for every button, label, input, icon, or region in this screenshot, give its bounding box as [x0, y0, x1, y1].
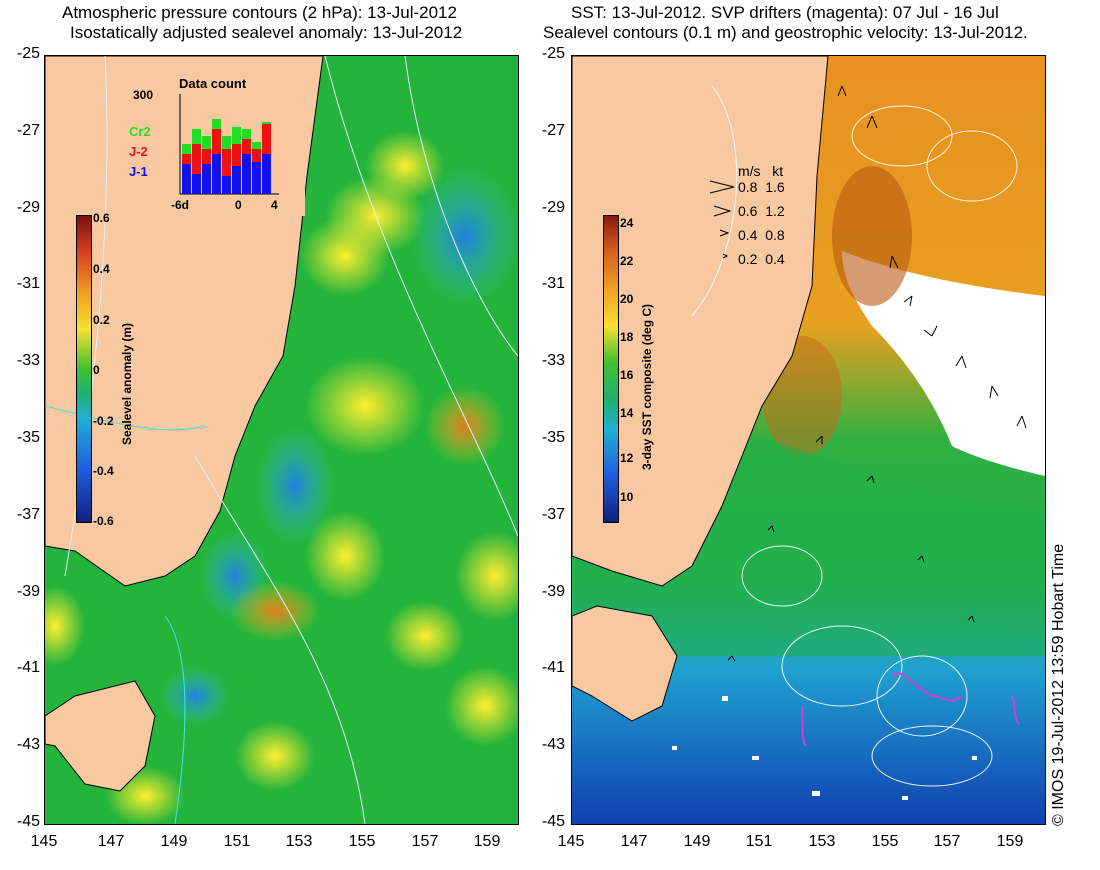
sst-tick-4: 16 — [620, 368, 634, 382]
right-lon-label-3: 151 — [745, 833, 773, 850]
inset-xlabel-end: 4 — [271, 198, 278, 212]
right-lat-label-4: -33 — [541, 352, 565, 369]
sealevel-tick-6: -0.6 — [93, 514, 114, 528]
left-lat-label-10: -45 — [16, 813, 40, 830]
left-lon-label-6: 157 — [411, 833, 439, 850]
left-lon-label-4: 153 — [285, 833, 313, 850]
legend-kt-1: 1.6 — [765, 179, 785, 195]
left-lat-label-4: -33 — [16, 352, 40, 369]
right-lat-label-3: -31 — [541, 275, 565, 292]
right-title-line1: SST: 13-Jul-2012. SVP drifters (magenta)… — [571, 3, 999, 22]
left-lat-label-3: -31 — [16, 275, 40, 292]
right-lon-label-5: 155 — [871, 833, 899, 850]
legend-ms-3: 0.4 — [738, 227, 758, 243]
right-lon-label-2: 149 — [683, 833, 711, 850]
left-title-line1: Atmospheric pressure contours (2 hPa): 1… — [62, 3, 457, 22]
legend-ms-4: 0.2 — [738, 251, 758, 267]
legend-ms-1: 0.8 — [738, 179, 758, 195]
sst-tick-3: 18 — [620, 330, 634, 344]
velocity-legend-row-1: 0.8 1.6 — [738, 179, 785, 195]
sst-colorbar-title: 3-day SST composite (deg C) — [640, 303, 654, 470]
sealevel-tick-4: -0.2 — [93, 414, 114, 428]
inset-xlabel-zero: 0 — [235, 198, 242, 212]
velocity-arrows — [727, 85, 1027, 662]
legend-cr2: Cr2 — [129, 124, 151, 139]
left-lat-label-9: -43 — [16, 736, 40, 753]
inset-ymax: 300 — [133, 88, 154, 102]
sealevel-tick-5: -0.4 — [93, 464, 114, 478]
histogram-bars — [182, 119, 271, 194]
sst-tick-0: 24 — [620, 216, 634, 230]
sealevel-tick-3: 0 — [93, 363, 100, 377]
sealevel-colorbar-title: Sealevel anomaly (m) — [120, 322, 134, 445]
right-lat-label-10: -45 — [541, 813, 565, 830]
left-lon-label-7: 159 — [473, 833, 501, 850]
left-lat-label-0: -25 — [16, 45, 40, 62]
legend-unit-kt: kt — [772, 163, 784, 179]
left-lon-label-1: 147 — [97, 833, 125, 850]
left-title-line2: Isostatically adjusted sealevel anomaly:… — [70, 23, 463, 42]
right-lat-label-8: -41 — [541, 659, 565, 676]
left-lon-label-5: 155 — [348, 833, 376, 850]
sst-tick-6: 12 — [620, 451, 634, 465]
left-lon-label-3: 151 — [223, 833, 251, 850]
velocity-legend-row-2: 0.6 1.2 — [738, 203, 785, 219]
right-lon-label-6: 157 — [933, 833, 961, 850]
sst-tick-5: 14 — [620, 406, 634, 420]
legend-unit-ms: m/s — [738, 163, 761, 179]
right-lon-label-1: 147 — [620, 833, 648, 850]
velocity-legend-row-4: 0.2 0.4 — [738, 251, 785, 267]
legend-kt-2: 1.2 — [765, 203, 785, 219]
legend-j2: J-2 — [129, 144, 148, 159]
right-lat-label-1: -27 — [541, 122, 565, 139]
right-lat-label-2: -29 — [541, 199, 565, 216]
right-lat-label-0: -25 — [541, 45, 565, 62]
left-lat-label-5: -35 — [16, 429, 40, 446]
sealevel-tick-0: 0.6 — [93, 211, 110, 225]
inset-title: Data count — [179, 76, 247, 91]
sst-tick-1: 22 — [620, 254, 634, 268]
left-lat-label-7: -39 — [16, 583, 40, 600]
legend-j1: J-1 — [129, 164, 148, 179]
left-lon-label-2: 149 — [160, 833, 188, 850]
imos-credit: © IMOS 19-Jul-2012 13:59 Hobart Time — [1050, 543, 1067, 826]
velocity-legend-header: m/s kt — [738, 163, 783, 179]
right-lat-label-6: -37 — [541, 506, 565, 523]
right-lon-label-7: 159 — [996, 833, 1024, 850]
legend-ms-2: 0.6 — [738, 203, 758, 219]
legend-kt-3: 0.8 — [765, 227, 785, 243]
right-lon-label-0: 145 — [557, 833, 585, 850]
sealevel-colorbar — [76, 215, 92, 523]
right-lat-label-5: -35 — [541, 429, 565, 446]
sst-field — [572, 56, 1045, 824]
right-lon-label-4: 153 — [808, 833, 836, 850]
sst-map — [571, 55, 1046, 825]
left-lat-label-8: -41 — [16, 659, 40, 676]
sealevel-anomaly-map: Data count 300 Cr2 J-2 J-1 -6d 0 4 — [44, 55, 519, 825]
left-lat-label-6: -37 — [16, 506, 40, 523]
left-lat-label-2: -29 — [16, 199, 40, 216]
velocity-legend-arrows — [709, 180, 735, 259]
right-lat-label-7: -39 — [541, 583, 565, 600]
velocity-legend-row-3: 0.4 0.8 — [738, 227, 785, 243]
sst-colorbar — [603, 215, 619, 523]
data-count-histogram — [179, 94, 279, 195]
left-lat-label-1: -27 — [16, 122, 40, 139]
right-lat-label-9: -43 — [541, 736, 565, 753]
sealevel-tick-2: 0.2 — [93, 313, 110, 327]
sst-tick-2: 20 — [620, 292, 634, 306]
left-lon-label-0: 145 — [30, 833, 58, 850]
right-title-line2: Sealevel contours (0.1 m) and geostrophi… — [543, 23, 1028, 42]
sst-tick-7: 10 — [620, 490, 634, 504]
legend-kt-4: 0.4 — [765, 251, 785, 267]
sealevel-tick-1: 0.4 — [93, 262, 110, 276]
inset-xlabel-start: -6d — [171, 198, 189, 212]
data-count-inset: Data count 300 Cr2 J-2 J-1 -6d 0 4 — [125, 76, 305, 216]
